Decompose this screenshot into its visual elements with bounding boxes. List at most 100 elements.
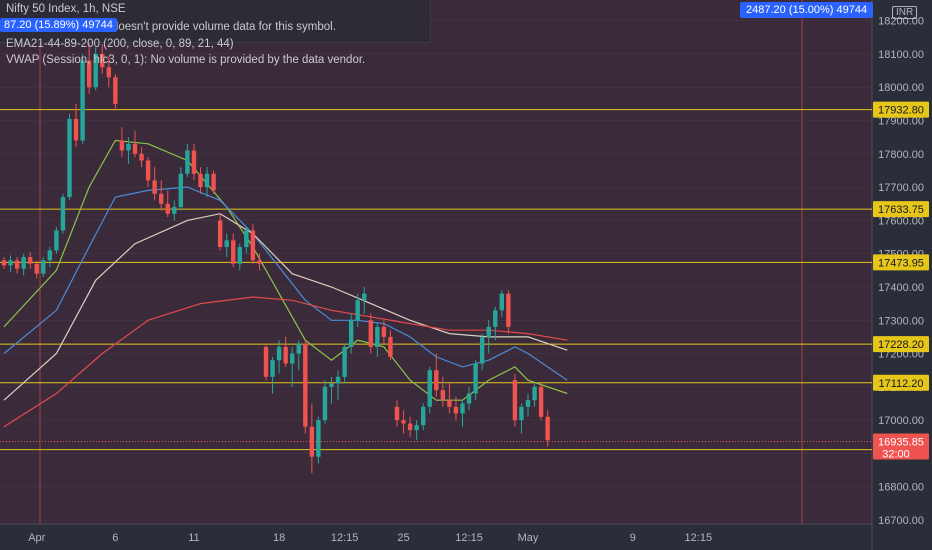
candle-down[interactable]	[388, 336, 393, 357]
candle-up[interactable]	[532, 386, 537, 401]
candle-up[interactable]	[296, 343, 301, 354]
candle-down[interactable]	[440, 390, 446, 401]
candle-up[interactable]	[21, 257, 26, 269]
candle-down[interactable]	[1, 260, 7, 266]
candle-up[interactable]	[421, 406, 426, 426]
candle-down[interactable]	[512, 380, 518, 421]
candle-down[interactable]	[538, 386, 544, 417]
candle-down[interactable]	[447, 400, 452, 407]
price-tags: 17932.80 17633.75 17473.95 17228.20 17112.20…	[873, 101, 929, 460]
candle-up[interactable]	[204, 173, 210, 188]
candle-down[interactable]	[231, 240, 236, 264]
candle-down[interactable]	[28, 257, 33, 264]
time-axis[interactable]	[0, 524, 872, 550]
candle-up[interactable]	[185, 150, 190, 174]
candle-down[interactable]	[14, 260, 20, 269]
candle-down[interactable]	[139, 153, 144, 161]
candle-down[interactable]	[394, 406, 400, 421]
candle-up[interactable]	[290, 353, 295, 364]
candle-down[interactable]	[283, 346, 288, 364]
level-price-label: 17633.75	[878, 204, 924, 216]
symbol-title[interactable]: Nifty 50 Index, 1h, NSE	[6, 3, 126, 15]
ema-legend[interactable]: EMA21-44-89-200 (200, close, 0, 89, 21, …	[6, 38, 234, 50]
candle-down[interactable]	[113, 77, 118, 104]
candle-down[interactable]	[132, 143, 138, 154]
candle-down[interactable]	[211, 173, 216, 191]
candle-up[interactable]	[335, 376, 341, 384]
candle-up[interactable]	[460, 403, 465, 414]
candle-up[interactable]	[499, 293, 504, 311]
candle-down[interactable]	[309, 426, 315, 457]
candle-down[interactable]	[159, 193, 164, 204]
candle-up[interactable]	[466, 393, 472, 404]
y-tick-label: 16800.00	[878, 482, 924, 494]
level-price-tag	[873, 101, 929, 118]
candle-down[interactable]	[506, 293, 511, 327]
candle-down[interactable]	[119, 140, 125, 151]
candle-up[interactable]	[54, 230, 59, 251]
candle-up[interactable]	[322, 386, 328, 421]
candle-down[interactable]	[263, 346, 269, 377]
candle-up[interactable]	[525, 400, 531, 407]
candle-up[interactable]	[8, 260, 13, 266]
candle-down[interactable]	[106, 67, 111, 78]
candle-down[interactable]	[86, 60, 92, 88]
candle-down[interactable]	[34, 263, 39, 274]
candle-up[interactable]	[172, 207, 177, 214]
candle-up[interactable]	[427, 370, 432, 407]
candle-down[interactable]	[257, 260, 262, 264]
candle-up[interactable]	[414, 425, 419, 431]
candle-up[interactable]	[342, 346, 347, 377]
x-tick-label: 25	[397, 532, 409, 544]
candle-up[interactable]	[473, 363, 478, 394]
candle-down[interactable]	[401, 420, 406, 424]
candle-down[interactable]	[545, 416, 550, 441]
candle-down[interactable]	[381, 326, 387, 337]
candle-up[interactable]	[486, 326, 491, 337]
candle-down[interactable]	[198, 173, 203, 188]
candle-down[interactable]	[453, 406, 459, 414]
candle-up[interactable]	[329, 383, 334, 387]
candle-down[interactable]	[100, 53, 105, 68]
candle-up[interactable]	[479, 336, 485, 364]
candle-up[interactable]	[224, 240, 229, 248]
candle-up[interactable]	[270, 360, 275, 377]
candle-down[interactable]	[152, 180, 157, 194]
x-axis-ticks: Apr 6 11 18 12:15 25 12:15 May 9 12:15	[28, 532, 712, 544]
candle-up[interactable]	[126, 143, 131, 151]
candle-up[interactable]	[237, 247, 242, 264]
candle-down[interactable]	[368, 320, 373, 347]
candle-down[interactable]	[217, 220, 223, 248]
candle-up[interactable]	[355, 300, 360, 321]
candle-up[interactable]	[348, 320, 354, 347]
candle-down[interactable]	[145, 160, 151, 181]
candle-up[interactable]	[362, 293, 367, 301]
candle-up[interactable]	[178, 173, 184, 208]
candle-down[interactable]	[434, 370, 439, 391]
currency-label[interactable]: INR	[892, 6, 918, 19]
candles[interactable]	[1, 37, 550, 474]
top-change-tag: 2487.20 (15.00%) 49744	[740, 2, 874, 18]
candle-up[interactable]	[519, 406, 524, 421]
candle-down[interactable]	[165, 203, 170, 214]
candle-up[interactable]	[244, 230, 249, 248]
candle-up[interactable]	[47, 250, 53, 261]
bar-countdown-label: 32:00	[882, 448, 910, 460]
candle-up[interactable]	[67, 118, 72, 198]
candle-up[interactable]	[80, 60, 85, 141]
candle-up[interactable]	[41, 260, 46, 274]
candle-up[interactable]	[375, 326, 380, 347]
x-tick-label: 6	[112, 532, 118, 544]
candle-down[interactable]	[250, 230, 256, 261]
candle-up[interactable]	[60, 197, 66, 231]
vwap-legend[interactable]: VWAP (Session, hlc3, 0, 1): No volume is…	[6, 54, 366, 66]
candle-down[interactable]	[191, 150, 197, 174]
candle-up[interactable]	[276, 346, 282, 361]
candle-up[interactable]	[493, 310, 498, 327]
candle-down[interactable]	[303, 343, 308, 427]
candle-up[interactable]	[93, 53, 98, 88]
candle-down[interactable]	[73, 118, 79, 141]
candle-down[interactable]	[407, 423, 413, 431]
candle-up[interactable]	[316, 420, 321, 457]
